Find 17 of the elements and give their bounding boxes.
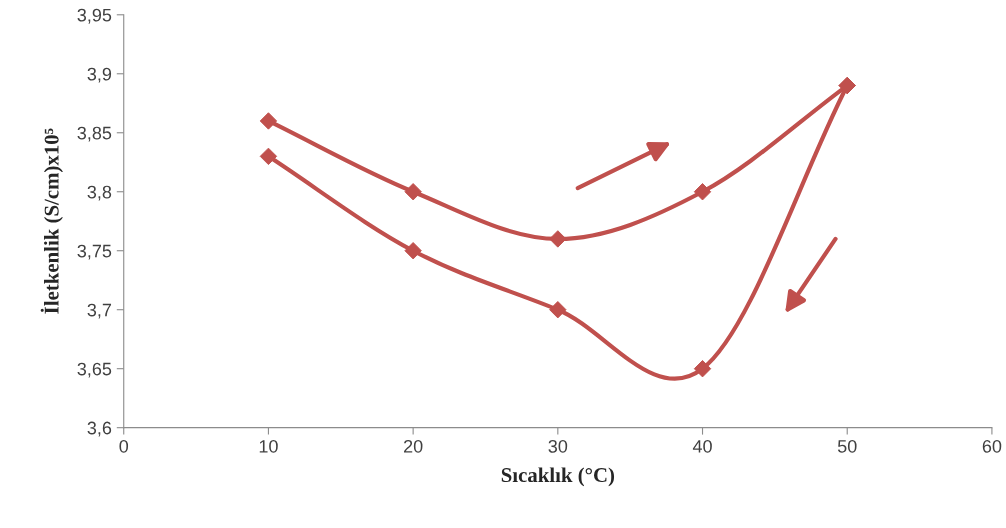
y-tick-label: 3,9 <box>87 67 112 83</box>
x-tick-label: 40 <box>692 439 712 453</box>
y-tick-label: 3,6 <box>87 421 112 437</box>
y-tick-label: 3,8 <box>87 185 112 201</box>
x-tick-label: 30 <box>548 439 568 453</box>
y-tick-label: 3,85 <box>77 126 112 142</box>
y-tick-label: 3,65 <box>77 362 112 378</box>
x-tick-label: 50 <box>837 439 857 453</box>
x-tick-label: 60 <box>982 439 1002 453</box>
x-tick-label: 20 <box>404 439 423 453</box>
y-tick-label: 3,75 <box>77 244 112 260</box>
y-tick-label: 3,7 <box>87 303 112 319</box>
x-tick-label: 0 <box>119 439 129 453</box>
y-axis-title: İletkenlik (S/cm)x10⁵ <box>40 128 63 314</box>
x-tick-label: 10 <box>259 439 278 453</box>
y-tick-label: 3,95 <box>77 8 112 24</box>
x-axis-title: Sıcaklık (°C) <box>501 467 615 487</box>
